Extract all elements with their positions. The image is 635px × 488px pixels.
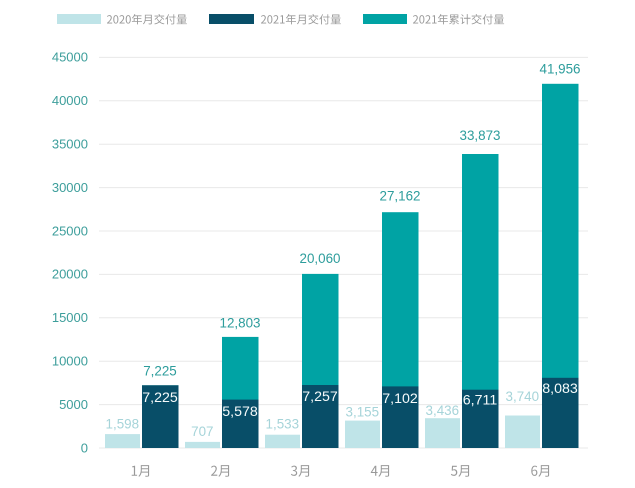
svg-text:707: 707	[191, 424, 213, 439]
svg-text:5,578: 5,578	[222, 404, 258, 420]
svg-text:1,598: 1,598	[106, 417, 140, 432]
svg-text:0: 0	[81, 440, 88, 455]
svg-text:6,711: 6,711	[463, 393, 498, 409]
svg-text:45000: 45000	[52, 50, 88, 65]
svg-text:3,740: 3,740	[506, 389, 540, 404]
svg-text:1,533: 1,533	[266, 416, 300, 431]
svg-text:5000: 5000	[59, 397, 88, 412]
svg-text:27,162: 27,162	[380, 189, 421, 204]
svg-text:41,956: 41,956	[540, 61, 581, 76]
svg-text:7,102: 7,102	[382, 391, 418, 407]
svg-text:35000: 35000	[52, 137, 88, 152]
svg-text:3,436: 3,436	[426, 403, 460, 418]
svg-text:20000: 20000	[52, 267, 88, 282]
svg-text:20,060: 20,060	[300, 251, 341, 266]
svg-text:12,803: 12,803	[220, 316, 261, 331]
svg-text:40000: 40000	[52, 93, 88, 108]
svg-text:7,225: 7,225	[143, 364, 177, 379]
svg-text:30000: 30000	[52, 180, 88, 195]
svg-text:25000: 25000	[52, 223, 88, 238]
svg-text:8,083: 8,083	[542, 381, 578, 397]
svg-text:7,225: 7,225	[142, 390, 178, 406]
svg-text:10000: 10000	[52, 354, 88, 369]
svg-text:15000: 15000	[52, 310, 88, 325]
svg-text:3,155: 3,155	[346, 405, 380, 420]
svg-text:7,257: 7,257	[302, 389, 338, 405]
svg-text:33,873: 33,873	[460, 128, 501, 143]
